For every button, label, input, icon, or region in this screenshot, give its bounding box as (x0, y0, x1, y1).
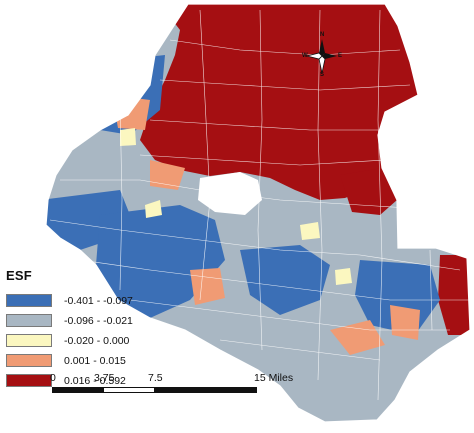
legend-item: -0.401 - -0.097 (6, 291, 156, 310)
legend-title: ESF (6, 268, 32, 283)
region-no-data (198, 172, 262, 215)
legend-label: -0.096 - -0.021 (64, 314, 133, 327)
legend-swatch (6, 294, 52, 307)
north-arrow: N S W E (302, 32, 343, 78)
compass-rose-icon (306, 39, 337, 74)
legend-swatch (6, 334, 52, 347)
region-salmon-northwest (112, 95, 150, 130)
region-dark-red-east (340, 168, 397, 215)
scale-segment (103, 387, 155, 393)
region-yellow-central (300, 222, 320, 240)
region-yellow-east (335, 268, 352, 285)
scale-segment (155, 387, 257, 393)
scale-tick-label: 0 (50, 372, 56, 384)
region-salmon-east (390, 305, 420, 340)
scale-bar: 0 3.75 7.5 15 Miles (50, 372, 293, 402)
scale-tick-label: 7.5 (148, 372, 163, 384)
legend: ESF -0.401 - -0.097 -0.096 - -0.021 -0.0… (6, 268, 156, 391)
legend-label: 0.001 - 0.015 (64, 354, 126, 367)
region-blue-middle (240, 245, 330, 315)
legend-swatch (6, 374, 52, 387)
legend-item: -0.096 - -0.021 (6, 311, 156, 330)
west-label: W (302, 53, 308, 59)
region-yellow-west (145, 200, 162, 218)
legend-label: -0.020 - 0.000 (64, 334, 130, 347)
region-dark-red-southeast (438, 255, 470, 335)
east-label: E (338, 53, 343, 59)
legend-item: 0.016 - 0.592 (6, 371, 156, 390)
region-blue-central (96, 205, 225, 318)
tract-boundaries (49, 9, 470, 401)
region-salmon-southwest (190, 268, 225, 305)
legend-item: 0.001 - 0.015 (6, 351, 156, 370)
south-label: S (320, 72, 325, 78)
legend-swatch (6, 354, 52, 367)
legend-swatch (6, 314, 52, 327)
legend-item: -0.020 - 0.000 (6, 331, 156, 350)
region-yellow-north (120, 128, 136, 146)
region-salmon-central (150, 160, 185, 190)
scale-tick-label: 15 Miles (254, 372, 294, 384)
map-outline (45, 3, 471, 423)
scale-bar-graphic (52, 387, 257, 395)
north-label: N (320, 32, 325, 38)
region-salmon-south (330, 320, 385, 355)
legend-label: -0.401 - -0.097 (64, 294, 133, 307)
scale-segment (52, 387, 103, 393)
legend-label: 0.016 - 0.592 (64, 374, 126, 387)
scale-tick-label: 3.75 (94, 372, 115, 384)
